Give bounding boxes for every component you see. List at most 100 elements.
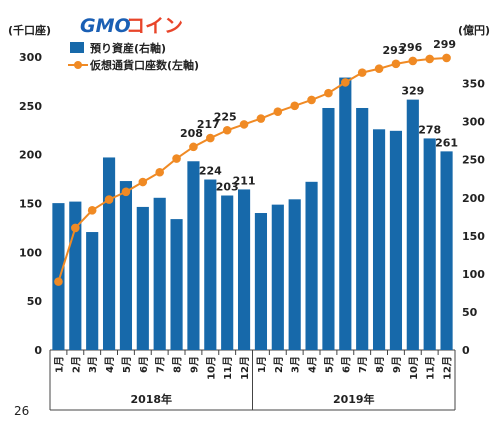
bar: [237, 189, 251, 350]
right-axis-tick: 50: [462, 306, 478, 319]
month-label: 4月: [104, 356, 116, 373]
month-label: 7月: [357, 356, 369, 373]
bar-data-label: 278: [418, 123, 441, 136]
month-label: 9月: [188, 356, 200, 373]
month-label: 8月: [374, 356, 386, 373]
right-axis-tick: 150: [462, 230, 485, 243]
line-point: [307, 95, 316, 105]
logo: GMO コイン: [80, 15, 183, 37]
left-axis-tick: 50: [27, 295, 43, 308]
bar-data-label: 203: [216, 181, 239, 194]
left-axis-tick: 150: [19, 198, 42, 211]
month-label: 4月: [307, 356, 319, 373]
line-point: [222, 125, 232, 135]
bar: [254, 213, 268, 350]
month-label: 11月: [222, 356, 234, 380]
line-point: [206, 133, 215, 143]
month-label: 12月: [442, 356, 454, 380]
right-axis-tick: 100: [462, 268, 485, 281]
bar: [170, 219, 183, 350]
bar: [406, 99, 419, 350]
bar: [356, 107, 369, 350]
left-axis-tick: 0: [34, 344, 42, 357]
line-point: [104, 195, 114, 204]
bar: [153, 197, 166, 350]
bar: [372, 129, 386, 350]
month-label: 1月: [256, 356, 268, 373]
right-axis-tick: 300: [462, 116, 485, 129]
bar: [271, 204, 284, 350]
line-data-label: 208: [180, 127, 203, 140]
bar: [221, 195, 234, 350]
legend-swatch-bar: [70, 42, 84, 53]
line-point: [374, 64, 384, 74]
legend-label-bar: 預り資産(右軸): [90, 41, 166, 55]
bar: [440, 151, 453, 350]
line-point: [138, 177, 148, 187]
bar: [119, 181, 133, 350]
legend-label-line: 仮想通貨口座数(左軸): [89, 58, 199, 72]
year-label: 2018年: [130, 392, 172, 406]
line-point: [256, 114, 266, 123]
line-series: [54, 53, 451, 286]
bar: [187, 161, 200, 350]
bar: [423, 138, 436, 350]
left-axis-tick: 100: [19, 246, 42, 259]
bar: [389, 130, 403, 350]
line-point: [408, 56, 418, 66]
month-label: 2月: [70, 356, 82, 373]
bar: [52, 203, 65, 350]
month-label: 1月: [53, 356, 65, 373]
bar: [136, 206, 149, 350]
bar: [322, 107, 335, 350]
line-point: [71, 223, 80, 233]
left-axis-tick: 300: [19, 51, 42, 64]
line-point: [54, 277, 63, 286]
right-axis-tick: 200: [462, 192, 485, 205]
right-axis-tick: 250: [462, 154, 485, 167]
footnote: 26: [14, 404, 29, 418]
line-data-label: 299: [433, 38, 456, 51]
bar-series: [52, 77, 453, 351]
month-label: 3月: [87, 356, 99, 373]
line-point: [290, 101, 299, 111]
bar-data-label: 211: [233, 174, 256, 187]
month-label: 2月: [273, 356, 285, 373]
axis-layer: 0 50 100 150 200 250 300 0 50 100 150 200 250 300 350 2…: [19, 51, 485, 411]
line-point: [357, 68, 367, 77]
month-label: 7月: [155, 356, 167, 373]
month-label: 10月: [205, 356, 217, 380]
year-label: 2019年: [333, 392, 375, 406]
logo-gmo-text: GMO: [80, 15, 131, 37]
bar: [86, 232, 99, 350]
month-label: 3月: [290, 356, 302, 373]
right-axis-unit: (億円): [458, 23, 490, 37]
line-point: [172, 154, 181, 163]
legend-swatch-marker: [74, 61, 82, 69]
line-data-label: 293: [382, 44, 405, 57]
legend: 預り資産(右軸) 仮想通貨口座数(左軸): [68, 41, 199, 72]
month-label: 12月: [239, 356, 251, 380]
line-point: [425, 54, 434, 64]
bar: [102, 157, 116, 350]
line-point: [87, 206, 97, 215]
line-point: [391, 59, 401, 69]
line-point: [273, 107, 283, 116]
line-point: [155, 167, 164, 177]
left-axis-tick: 250: [19, 100, 42, 113]
month-label: 10月: [408, 356, 420, 380]
bar: [204, 179, 217, 350]
line-point: [121, 187, 131, 197]
bar: [339, 77, 352, 351]
left-axis-unit: (千口座): [8, 23, 51, 37]
month-label: 5月: [323, 356, 335, 373]
left-axis-tick: 200: [19, 149, 42, 162]
month-label: 6月: [138, 356, 150, 373]
bar-data-label: 329: [401, 85, 424, 98]
bar: [288, 199, 301, 350]
line-point: [341, 78, 350, 87]
right-axis-tick: 0: [462, 344, 470, 357]
line-point: [442, 53, 451, 63]
